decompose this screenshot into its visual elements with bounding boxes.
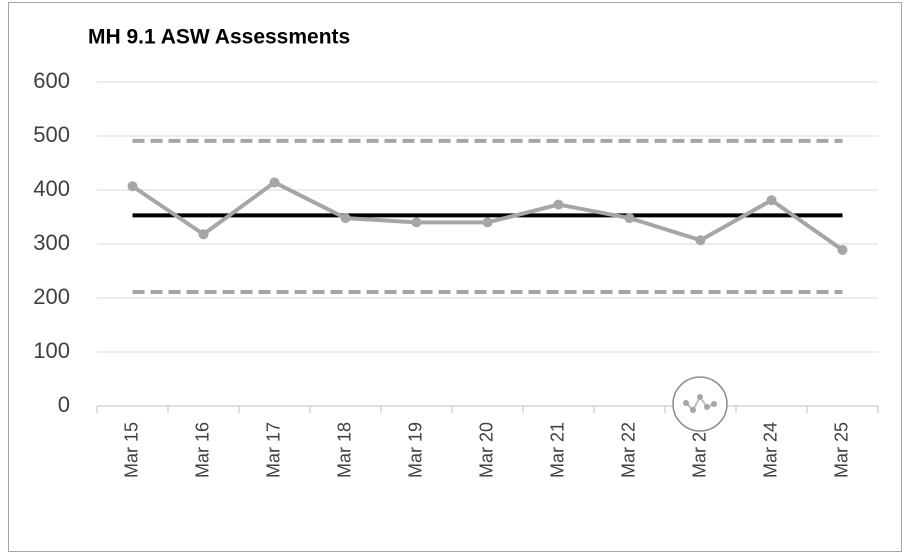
x-tick-label: Mar 25 <box>831 422 851 478</box>
y-tick-label: 0 <box>58 392 70 417</box>
chart-frame <box>8 2 902 552</box>
x-tick-label: Mar 19 <box>405 422 425 478</box>
y-tick-label: 500 <box>33 122 70 147</box>
series-marker <box>837 244 848 255</box>
y-tick-label: 100 <box>33 338 70 363</box>
series-marker <box>340 213 351 224</box>
icon-dot[interactable] <box>704 404 710 410</box>
series-marker <box>411 217 422 228</box>
icon-dot[interactable] <box>690 407 696 413</box>
x-tick-label: Mar 16 <box>192 422 212 478</box>
y-tick-label: 400 <box>33 176 70 201</box>
x-tick-label: Mar 24 <box>760 422 780 478</box>
y-tick-label: 200 <box>33 284 70 309</box>
series-marker <box>482 217 493 228</box>
series-marker <box>553 199 564 210</box>
y-tick-label: 600 <box>33 68 70 93</box>
x-tick-label: Mar 18 <box>334 422 354 478</box>
x-tick-label: Mar 22 <box>618 422 638 478</box>
x-tick-label: Mar 21 <box>547 422 567 478</box>
series-marker <box>624 213 635 224</box>
icon-dot[interactable] <box>697 394 703 400</box>
series-marker <box>766 195 777 206</box>
series-marker <box>198 229 209 240</box>
icon-circle[interactable] <box>672 376 728 432</box>
x-tick-label: Mar 20 <box>476 422 496 478</box>
series-marker <box>127 181 138 192</box>
y-tick-label: 300 <box>33 230 70 255</box>
chart-title: MH 9.1 ASW Assessments <box>88 26 350 49</box>
icon-dot[interactable] <box>711 401 717 407</box>
x-tick-label: Mar 23 <box>689 422 709 478</box>
series-marker <box>269 177 280 188</box>
series-marker <box>695 235 706 246</box>
chart-icon[interactable] <box>672 376 728 432</box>
x-tick-label: Mar 17 <box>263 422 283 478</box>
icon-dot[interactable] <box>683 400 689 406</box>
x-tick-label: Mar 15 <box>121 422 141 478</box>
